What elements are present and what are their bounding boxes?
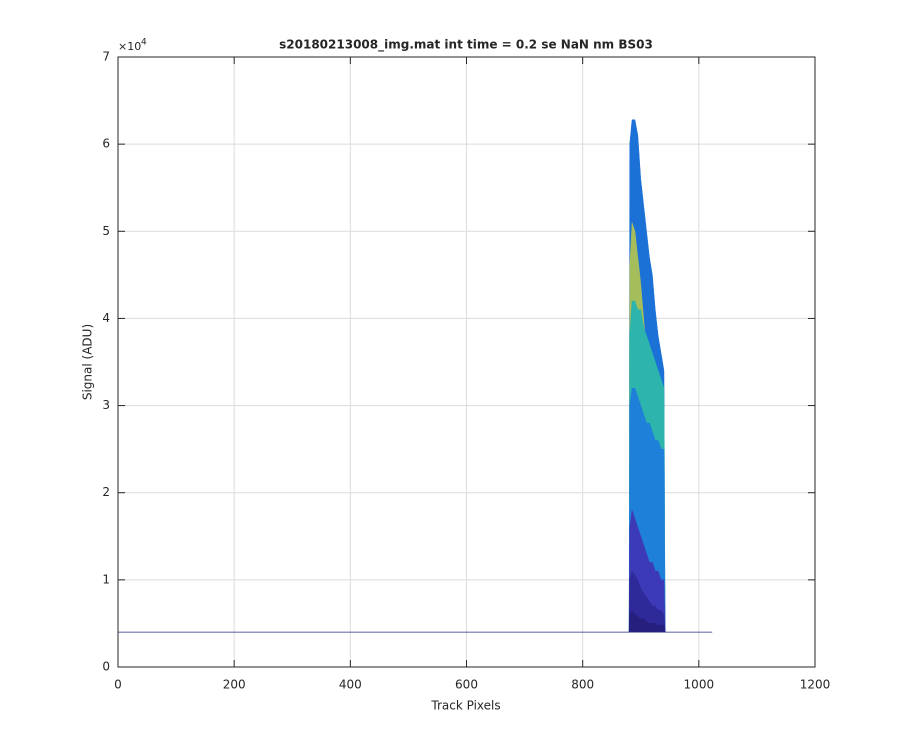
x-tick-label: 800 (571, 678, 594, 692)
x-tick-label: 1000 (684, 678, 715, 692)
y-tick-label: 7 (102, 50, 110, 64)
y-tick-label: 2 (102, 485, 110, 499)
x-axis-label: Track Pixels (430, 699, 500, 713)
y-multiplier: ×10 (118, 40, 141, 53)
y-tick-label: 3 (102, 398, 110, 412)
y-axis-label: Signal (ADU) (81, 324, 95, 400)
x-tick-label: 400 (339, 678, 362, 692)
y-tick-label: 6 (102, 137, 110, 151)
y-tick-label: 1 (102, 572, 110, 586)
area (628, 609, 666, 633)
y-tick-label: 5 (102, 224, 110, 238)
y-tick-label: 0 (102, 660, 110, 674)
x-tick-label: 0 (114, 678, 122, 692)
y-tick-label: 4 (102, 311, 110, 325)
x-tick-label: 600 (455, 678, 478, 692)
x-tick-label: 1200 (800, 678, 831, 692)
x-tick-label: 200 (223, 678, 246, 692)
chart-title: s20180213008_img.mat int time = 0.2 se N… (279, 38, 653, 53)
y-multiplier-power: 4 (141, 38, 147, 48)
